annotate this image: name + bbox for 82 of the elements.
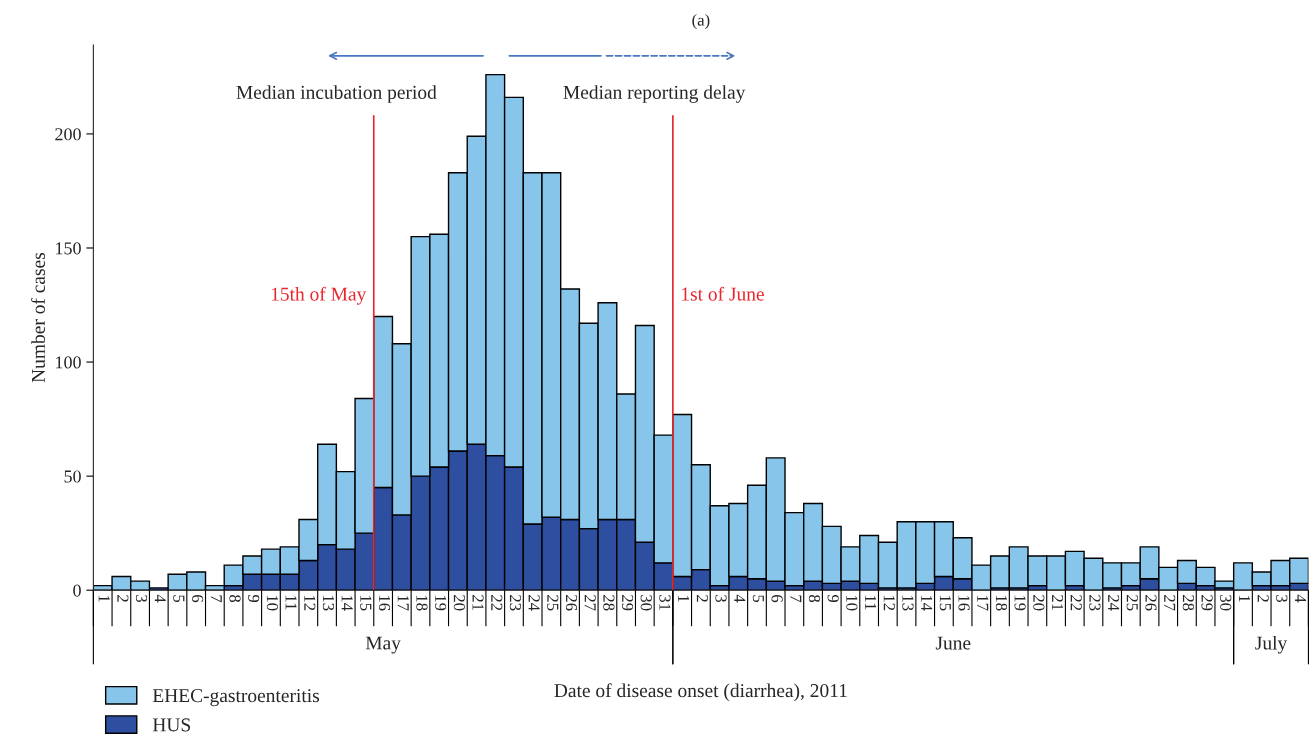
x-tick-label: 12 xyxy=(883,595,895,611)
x-tick-label: 25 xyxy=(547,595,559,611)
x-tick-label: 23 xyxy=(1089,595,1101,611)
x-tick-label: 2 xyxy=(696,595,708,602)
x-tick-label: 3 xyxy=(1276,595,1288,603)
x-tick-label: 9 xyxy=(827,594,839,603)
x-tick-label: 26 xyxy=(1145,595,1157,611)
x-tick-label: 15 xyxy=(939,595,951,611)
x-tick-label: 17 xyxy=(397,595,409,611)
x-tick-label: 16 xyxy=(958,595,970,611)
x-tick-label: 5 xyxy=(173,595,185,603)
y-tick-label: 150 xyxy=(56,242,81,255)
x-tick-label: 27 xyxy=(1164,595,1176,611)
x-tick-label: 1 xyxy=(1238,595,1250,602)
x-tick-label: 19 xyxy=(435,595,447,611)
legend-label: EHEC-gastroenteritis xyxy=(152,689,320,707)
x-tick-label: 31 xyxy=(659,595,671,611)
x-tick-label: 17 xyxy=(977,595,989,611)
x-tick-label: 29 xyxy=(1201,595,1213,611)
x-tick-label: 13 xyxy=(322,595,335,611)
x-tick-label: 23 xyxy=(509,595,521,611)
x-tick-label: 9 xyxy=(248,594,260,603)
x-tick-label: 21 xyxy=(472,595,484,611)
x-tick-label: 25 xyxy=(1126,595,1138,611)
x-tick-label: 28 xyxy=(603,595,615,611)
x-tick-label: 10 xyxy=(846,595,858,611)
annotation: Median incubation period xyxy=(236,85,437,103)
x-tick-label: 10 xyxy=(266,595,279,611)
x-tick-label: 3 xyxy=(715,595,727,603)
x-tick-label: 12 xyxy=(304,595,316,611)
x-tick-label: 11 xyxy=(285,595,297,610)
x-tick-label: 27 xyxy=(584,595,596,611)
x-tick-label: 22 xyxy=(491,595,503,611)
x-tick-label: 2 xyxy=(117,595,129,602)
x-tick-label: 5 xyxy=(752,595,764,603)
text: July xyxy=(1255,635,1288,654)
x-tick-label: 28 xyxy=(1182,595,1194,611)
ref-line-label: 1st of June xyxy=(682,286,764,301)
x-tick-label: 4 xyxy=(154,594,166,603)
x-tick-label: 22 xyxy=(1070,595,1082,611)
x-tick-label: 14 xyxy=(921,595,933,611)
x-tick-label: 16 xyxy=(378,595,391,611)
y-tick-label: 50 xyxy=(64,470,81,483)
x-tick-label: 18 xyxy=(995,595,1008,611)
legend-label: HUS xyxy=(152,718,191,732)
x-tick-label: 26 xyxy=(565,595,578,611)
x-tick-label: 30 xyxy=(1220,595,1232,611)
x-tick-label: 30 xyxy=(640,595,652,611)
x-tick-label: 7 xyxy=(210,595,222,603)
x-tick-label: 1 xyxy=(98,595,110,602)
x-tick-label: 8 xyxy=(808,595,821,603)
x-tick-label: 1 xyxy=(678,595,690,602)
x-tick-label: 24 xyxy=(1108,595,1120,611)
ref-line-label: 15th of May xyxy=(271,286,367,305)
x-tick-label: 7 xyxy=(790,595,802,603)
x-tick-label: 2 xyxy=(1257,595,1269,602)
x-tick-label: 20 xyxy=(453,595,465,611)
x-axis-title: Date of disease onset (diarrhea), 2011 xyxy=(554,683,847,702)
x-tick-label: 11 xyxy=(865,595,877,610)
x-tick-label: 24 xyxy=(528,595,540,611)
y-tick-label: 200 xyxy=(55,128,81,141)
x-tick-label: 15 xyxy=(360,595,372,611)
x-tick-label: 6 xyxy=(771,595,783,603)
text: May xyxy=(365,636,401,654)
x-tick-label: 18 xyxy=(416,595,428,611)
x-tick-label: 3 xyxy=(135,595,148,603)
x-tick-label: 21 xyxy=(1052,595,1064,611)
y-tick-label: 0 xyxy=(73,584,81,597)
x-tick-label: 14 xyxy=(341,595,353,611)
x-tick-label: 4 xyxy=(734,594,746,603)
x-tick-label: 13 xyxy=(902,595,914,611)
y-axis-title: Number of cases xyxy=(31,252,45,383)
x-tick-label: 8 xyxy=(229,595,241,603)
y-tick-label: 100 xyxy=(56,356,81,369)
text: June xyxy=(935,636,971,650)
x-tick-label: 19 xyxy=(1014,595,1026,611)
annotation: Median reporting delay xyxy=(563,85,746,103)
x-tick-label: 20 xyxy=(1033,595,1045,611)
x-tick-label: 6 xyxy=(192,595,204,603)
x-tick-label: 29 xyxy=(621,595,634,611)
x-tick-label: 4 xyxy=(1295,594,1307,603)
chart-title: (a) xyxy=(692,13,710,30)
